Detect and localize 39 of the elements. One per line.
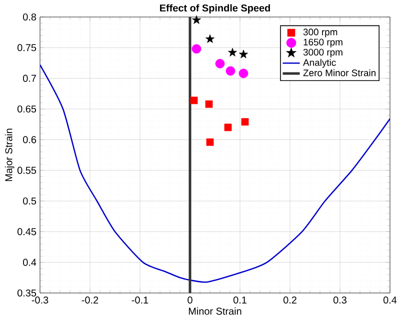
x-tick-label: 0: [188, 296, 192, 304]
point: [238, 68, 248, 78]
y-tick-label: 0.8: [23, 13, 36, 21]
y-tick-label: 0.75: [17, 44, 36, 52]
y-tick-label: 0.35: [17, 289, 36, 297]
point: [239, 50, 248, 58]
y-tick-label: 0.5: [23, 197, 36, 205]
y-tick-label: 0.55: [17, 166, 36, 174]
point: [224, 124, 232, 132]
point: [215, 58, 225, 68]
x-tick-label: 0.2: [283, 296, 296, 304]
legend-label: 3000 rpm: [303, 48, 342, 58]
x-tick-label: 0.3: [333, 296, 346, 304]
point: [226, 66, 236, 76]
x-tick-label: -0.3: [32, 296, 48, 304]
legend-label: Analytic: [303, 58, 336, 68]
legend-label: Zero Minor Strain: [303, 69, 376, 76]
point: [190, 96, 198, 104]
point: [192, 44, 202, 54]
y-tick-label: 0.65: [17, 105, 36, 113]
legend-label: 1650 rpm: [304, 38, 342, 48]
point: [241, 118, 249, 126]
legend-label: 300 rpm: [303, 28, 338, 38]
point: [206, 34, 214, 43]
x-tick-label: -0.1: [132, 296, 148, 304]
x-tick-label: 0.1: [233, 296, 246, 304]
x-axis-title: Minor Strain: [188, 307, 242, 315]
point: [228, 48, 237, 56]
x-tick-label: -0.2: [82, 296, 98, 304]
chart-title: Effect of Spindle Speed: [160, 4, 270, 14]
y-tick-label: 0.45: [17, 228, 36, 236]
y-axis-title: Major Strain: [4, 128, 14, 182]
y-tick-label: 0.7: [23, 74, 36, 82]
x-tick-label: 0.4: [383, 296, 397, 304]
y-tick-label: 0.6: [23, 136, 36, 144]
y-tick-label: 0.4: [23, 258, 36, 266]
point: [205, 100, 213, 108]
point: [192, 15, 201, 24]
point: [206, 138, 214, 146]
